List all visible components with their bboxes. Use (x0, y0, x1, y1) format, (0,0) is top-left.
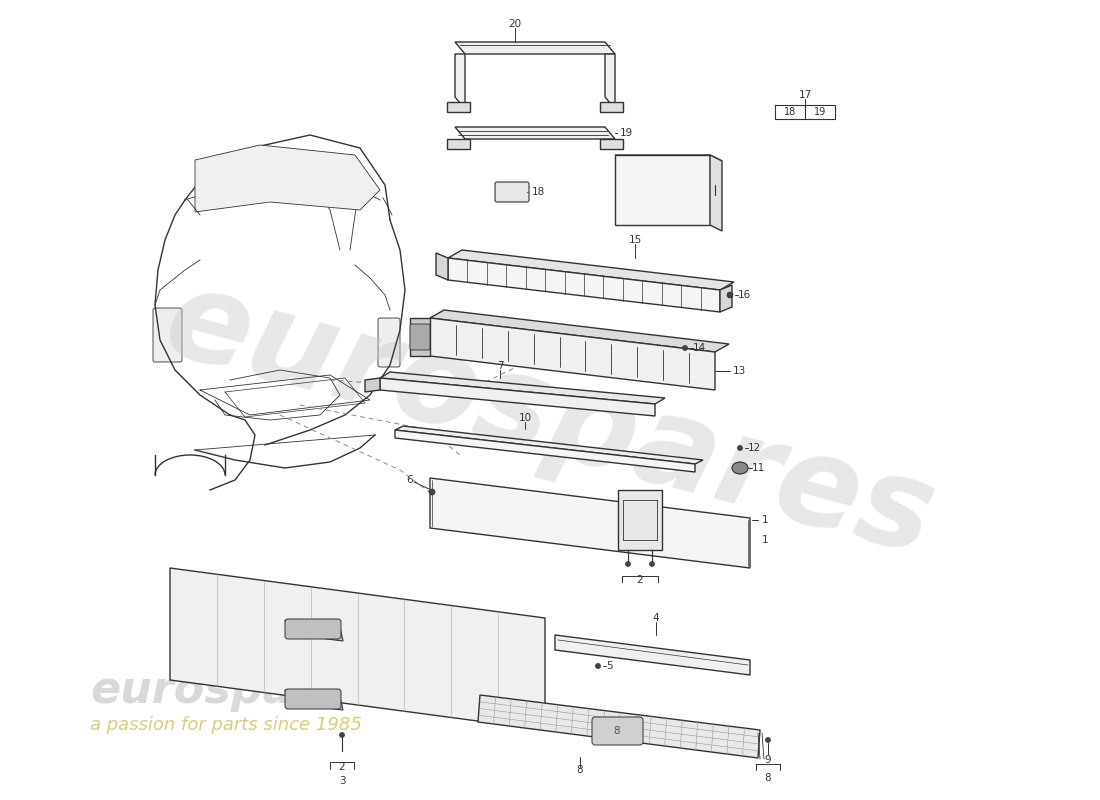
Text: 4: 4 (652, 613, 659, 623)
Text: 19: 19 (814, 107, 826, 117)
Polygon shape (448, 258, 720, 312)
Polygon shape (615, 155, 722, 161)
Polygon shape (430, 478, 750, 568)
FancyBboxPatch shape (592, 717, 644, 745)
Polygon shape (170, 568, 544, 730)
Polygon shape (285, 690, 343, 710)
FancyBboxPatch shape (642, 172, 678, 200)
Text: eurospares: eurospares (90, 669, 372, 711)
Circle shape (340, 733, 344, 738)
FancyBboxPatch shape (285, 619, 341, 639)
Text: 2: 2 (637, 575, 644, 585)
Polygon shape (455, 54, 465, 109)
Ellipse shape (732, 462, 748, 474)
Polygon shape (195, 145, 380, 212)
Text: 18: 18 (784, 107, 796, 117)
Polygon shape (395, 426, 703, 464)
Polygon shape (455, 127, 615, 139)
Polygon shape (478, 695, 760, 758)
FancyBboxPatch shape (378, 318, 400, 367)
Text: 14: 14 (693, 343, 706, 353)
Polygon shape (410, 318, 430, 356)
Text: 18: 18 (532, 187, 546, 197)
Polygon shape (430, 310, 729, 352)
Polygon shape (430, 318, 715, 390)
FancyBboxPatch shape (651, 181, 669, 193)
Text: 13: 13 (733, 366, 746, 376)
Polygon shape (447, 102, 470, 112)
Text: 8: 8 (614, 726, 620, 736)
Text: 10: 10 (518, 413, 531, 423)
Circle shape (737, 446, 742, 450)
Polygon shape (720, 285, 732, 312)
Polygon shape (618, 490, 662, 550)
Text: 9: 9 (764, 755, 771, 765)
Text: 11: 11 (752, 463, 766, 473)
Polygon shape (556, 635, 750, 675)
Text: 7: 7 (497, 361, 504, 371)
Text: 12: 12 (748, 443, 761, 453)
Circle shape (682, 346, 688, 350)
Text: 20: 20 (508, 19, 521, 29)
Text: 8: 8 (764, 773, 771, 783)
Text: 2: 2 (339, 762, 345, 772)
Text: 8: 8 (576, 765, 583, 775)
Polygon shape (448, 250, 734, 290)
Text: 3: 3 (339, 776, 345, 786)
Polygon shape (436, 253, 448, 280)
Text: 19: 19 (620, 128, 634, 138)
Text: 1: 1 (762, 535, 769, 545)
Text: 15: 15 (628, 235, 641, 245)
Text: 6: 6 (407, 475, 414, 485)
FancyBboxPatch shape (410, 324, 430, 350)
Polygon shape (285, 620, 343, 641)
Polygon shape (605, 54, 615, 109)
Circle shape (429, 489, 434, 495)
Polygon shape (615, 155, 710, 225)
Text: 16: 16 (738, 290, 751, 300)
FancyBboxPatch shape (285, 689, 341, 709)
FancyBboxPatch shape (495, 182, 529, 202)
Polygon shape (600, 139, 623, 149)
Polygon shape (447, 139, 470, 149)
Circle shape (595, 663, 601, 669)
Polygon shape (455, 42, 615, 54)
Polygon shape (379, 372, 666, 404)
Text: a passion for parts since 1985: a passion for parts since 1985 (90, 716, 362, 734)
Text: 1: 1 (762, 515, 769, 525)
Polygon shape (365, 378, 380, 392)
Text: 5: 5 (606, 661, 613, 671)
Circle shape (649, 562, 654, 566)
Circle shape (626, 562, 630, 566)
Polygon shape (710, 155, 722, 231)
Circle shape (766, 738, 770, 742)
Text: 17: 17 (799, 90, 812, 100)
Text: eurospares: eurospares (153, 259, 947, 581)
Circle shape (727, 292, 733, 298)
Polygon shape (379, 378, 654, 416)
FancyBboxPatch shape (153, 308, 182, 362)
Polygon shape (600, 102, 623, 112)
Polygon shape (395, 430, 695, 472)
